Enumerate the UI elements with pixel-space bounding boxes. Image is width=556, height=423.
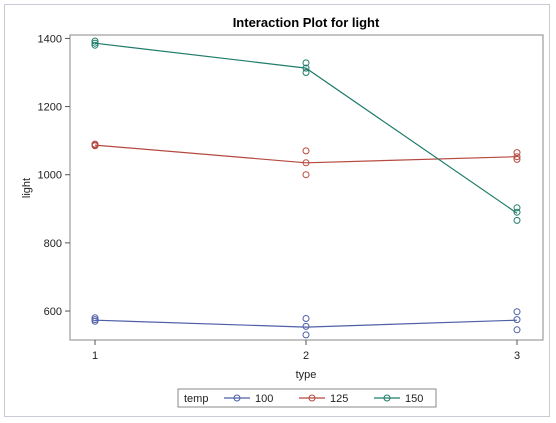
data-point-150 — [302, 69, 310, 76]
legend-label-125: 125 — [330, 393, 348, 405]
series-line-150 — [94, 42, 518, 214]
legend-marker-150 — [383, 394, 391, 402]
plot-area — [69, 34, 544, 341]
data-point-150 — [91, 39, 99, 47]
data-point-125 — [302, 171, 310, 179]
data-point-150 — [513, 216, 521, 224]
y-tick-label: 1200 — [38, 102, 62, 114]
chart-title: Interaction Plot for light — [233, 15, 380, 30]
data-point-125 — [91, 140, 99, 148]
data-point-100 — [91, 314, 99, 322]
x-tick-label: 1 — [92, 350, 98, 362]
data-point-100 — [302, 322, 310, 330]
data-point-125 — [513, 155, 521, 163]
legend-label-150: 150 — [405, 393, 423, 405]
y-axis: 600 800 1000 1200 1400 — [38, 33, 70, 318]
y-tick-label: 1000 — [38, 170, 62, 182]
data-point-100 — [513, 316, 521, 324]
x-axis: 1 2 3 — [92, 340, 520, 362]
data-point-100 — [513, 326, 521, 334]
data-point-125 — [302, 147, 310, 155]
data-point-125 — [513, 153, 521, 161]
data-point-100 — [513, 308, 521, 316]
legend-label-100: 100 — [255, 393, 273, 405]
data-point-125 — [513, 149, 521, 157]
x-axis-label: type — [296, 369, 317, 381]
x-tick-label: 3 — [514, 350, 520, 362]
legend-marker-125 — [308, 394, 316, 402]
data-point-100 — [302, 331, 310, 339]
data-point-150 — [302, 59, 310, 67]
data-point-150 — [91, 37, 99, 45]
data-point-150 — [513, 208, 521, 216]
data-point-150 — [302, 64, 310, 72]
legend-marker-100 — [233, 394, 241, 402]
y-tick-label: 800 — [44, 238, 62, 250]
y-tick-label: 600 — [44, 306, 62, 318]
data-point-150 — [91, 41, 99, 49]
y-axis-label: light — [21, 178, 33, 198]
legend-title: temp — [184, 393, 208, 405]
series-line-125 — [94, 144, 518, 164]
legend: temp 100 125 150 — [177, 388, 437, 408]
y-tick-label: 1400 — [38, 33, 62, 45]
series-line-100 — [94, 319, 518, 328]
data-point-150 — [513, 204, 521, 212]
series-group — [91, 37, 521, 339]
x-tick-label: 2 — [303, 350, 309, 362]
data-point-125 — [302, 159, 310, 167]
data-point-100 — [302, 315, 310, 322]
